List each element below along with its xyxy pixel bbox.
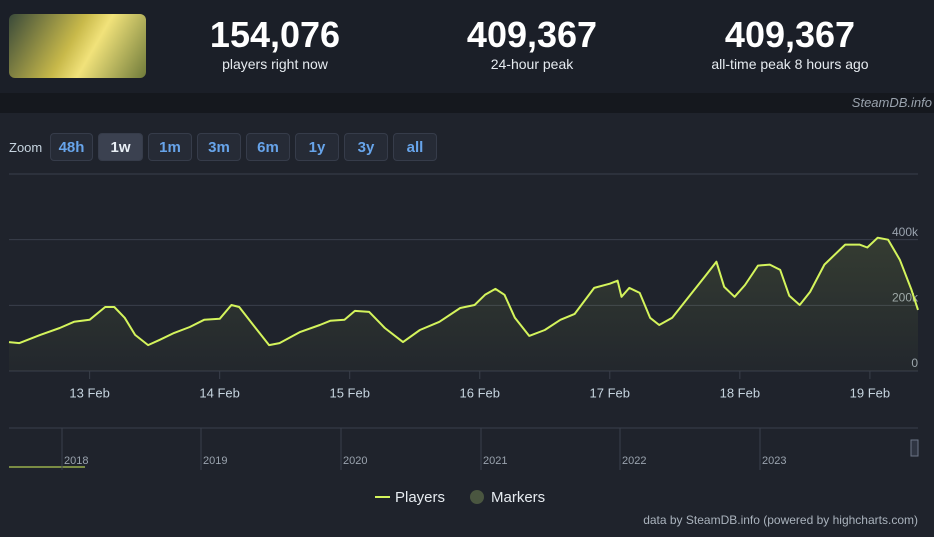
y-tick-label: 400k [892,225,919,239]
stat-label: all-time peak 8 hours ago [711,56,869,72]
navigator-label: 2022 [622,455,646,467]
legend-label: Players [395,489,445,506]
zoom-button[interactable]: 3y [344,133,388,161]
navigator-handle [910,439,919,457]
legend-swatch [470,490,484,504]
stat-value: 409,367 [724,14,856,55]
navigator-label: 2020 [343,455,367,467]
x-tick-label: 18 Feb [720,385,760,400]
watermark: SteamDB.info [851,95,932,110]
navigator-label: 2023 [762,455,786,467]
zoom-button[interactable]: 6m [246,133,290,161]
navigator-label: 2018 [64,455,88,467]
stat-label: 24-hour peak [490,56,574,72]
zoom-button[interactable]: 1w [98,133,143,161]
zoom-button[interactable]: 48h [50,133,93,161]
stat-value: 409,367 [466,14,598,55]
credit: data by SteamDB.info (powered by highcha… [643,513,918,527]
header: 154,076 players right now 409,367 24-hour … [0,0,934,93]
navigator-label: 2021 [483,455,507,467]
stat: 154,076 players right now [155,14,395,72]
stat: 409,367 all-time peak 8 hours ago [670,14,910,72]
x-tick-label: 17 Feb [590,385,630,400]
watermark-strip: SteamDB.info [0,93,934,113]
zoom-label: Zoom [9,140,43,155]
x-tick-label: 13 Feb [69,385,109,400]
x-tick-label: 19 Feb [850,385,890,400]
zoom-button[interactable]: all [393,133,437,161]
zoom-button[interactable]: 1y [295,133,339,161]
zoom-button[interactable]: 1m [148,133,192,161]
stat-value: 154,076 [209,14,341,55]
stat: 409,367 24-hour peak [412,14,652,72]
legend-label: Markers [491,489,545,506]
game-image [9,14,146,78]
x-tick-label: 15 Feb [329,385,369,400]
x-tick-label: 16 Feb [460,385,500,400]
stat-label: players right now [222,56,328,72]
area [9,237,918,371]
line [8,236,919,347]
navigator-label: 2019 [203,455,227,467]
x-tick-label: 14 Feb [199,385,239,400]
zoom-button[interactable]: 3m [197,133,241,161]
